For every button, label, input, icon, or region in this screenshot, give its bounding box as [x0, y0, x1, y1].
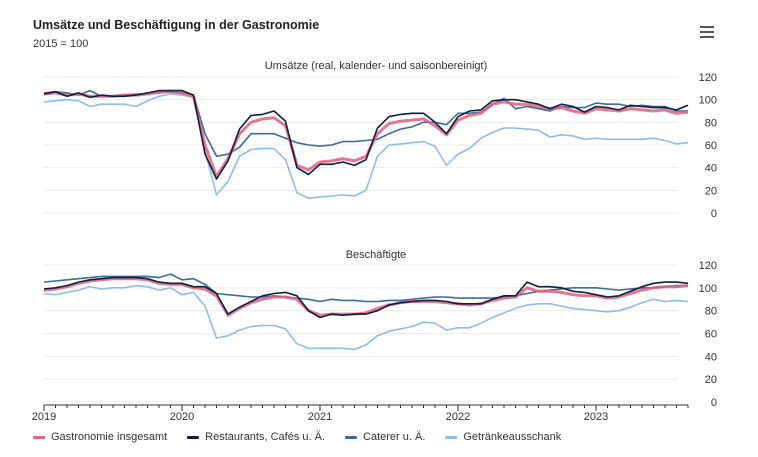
x-tick-label: 2022	[446, 411, 470, 423]
y-tick-label: 80	[705, 306, 717, 318]
legend: Gastronomie insgesamt Restaurants, Cafés…	[33, 431, 561, 443]
legend-label: Getränkeausschank	[463, 431, 562, 443]
legend-swatch	[345, 435, 358, 439]
y-tick-label: 40	[705, 351, 717, 363]
legend-swatch	[445, 435, 458, 439]
legend-swatch	[187, 435, 200, 439]
legend-item-gastronomie[interactable]: Gastronomie insgesamt	[33, 431, 167, 443]
y-tick-label: 80	[705, 117, 717, 129]
y-tick-label: 120	[699, 72, 717, 84]
series-line-restaurants-caf-s-u-ä-	[43, 276, 689, 319]
x-tick-label: 2020	[170, 411, 194, 423]
y-tick-label: 40	[705, 163, 717, 175]
legend-item-caterer[interactable]: Caterer u. Ä.	[345, 431, 425, 443]
legend-label: Gastronomie insgesamt	[51, 431, 168, 443]
legend-item-getraenke[interactable]: Getränkeausschank	[445, 431, 561, 443]
chart-subtitle: 2015 = 100	[33, 38, 89, 50]
x-tick-label: 2019	[32, 411, 56, 423]
panel-title: Umsätze (real, kalender- und saisonberei…	[265, 60, 488, 72]
series-line-caterer-u-ä-	[43, 89, 688, 158]
y-tick-label: 60	[705, 140, 717, 152]
legend-swatch	[33, 435, 45, 439]
x-tick-label: 2023	[584, 411, 608, 423]
y-tick-label: 100	[699, 283, 717, 295]
panel-title: Beschäftigte	[346, 249, 407, 261]
series-line-restaurants-caf-s-u-ä-	[43, 89, 689, 180]
x-tick-label: 2021	[308, 411, 332, 423]
y-tick-label: 120	[699, 260, 717, 272]
series-line-gastronomie-insgesamt	[43, 90, 689, 179]
series-line-getränkeausschank	[43, 284, 689, 351]
y-tick-label: 100	[699, 95, 717, 107]
series-line-gastronomie-insgesamt	[43, 277, 689, 317]
chart-title: Umsätze und Beschäftigung in der Gastron…	[33, 18, 320, 32]
legend-label: Restaurants, Cafés u. Ä.	[205, 431, 326, 443]
y-tick-label: 20	[705, 185, 717, 197]
y-tick-label: 0	[711, 208, 717, 220]
legend-label: Caterer u. Ä.	[363, 431, 426, 443]
series-line-caterer-u-ä-	[43, 273, 688, 303]
series-line-getränkeausschank	[43, 93, 689, 200]
hamburger-menu-icon[interactable]	[700, 26, 714, 38]
y-tick-label: 20	[705, 374, 717, 386]
legend-item-restaurants[interactable]: Restaurants, Cafés u. Ä.	[187, 431, 325, 443]
y-tick-label: 0	[711, 397, 717, 409]
y-tick-label: 60	[705, 329, 717, 341]
